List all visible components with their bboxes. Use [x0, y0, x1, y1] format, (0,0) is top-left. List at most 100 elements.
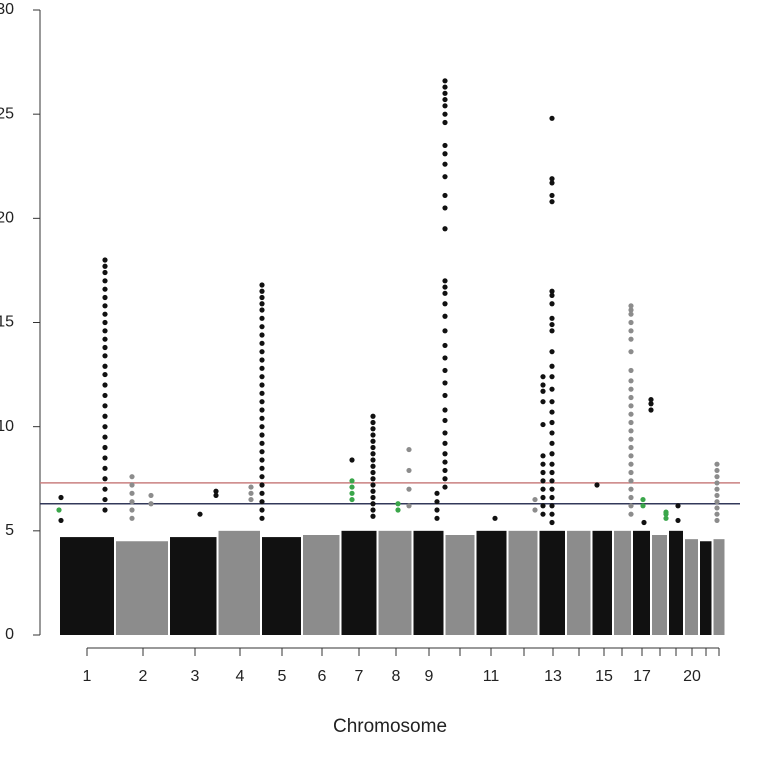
snp-point [259, 282, 265, 288]
snp-point [549, 192, 555, 199]
snp-point [395, 501, 401, 507]
x-tick-label: 8 [392, 668, 401, 685]
snp-point [640, 496, 646, 503]
snp-point [259, 374, 265, 380]
snp-point [102, 344, 108, 351]
y-tick-label: 25 [0, 105, 14, 122]
snp-point [434, 515, 440, 521]
snp-point [129, 482, 135, 488]
snp-point [370, 457, 376, 463]
snp-point [549, 469, 555, 476]
snp-point [370, 432, 376, 438]
snp-point [259, 440, 265, 446]
snp-point [549, 486, 555, 492]
chromosome-bulk [378, 530, 412, 635]
snp-point [148, 492, 154, 499]
snp-point [540, 453, 546, 459]
snp-point [442, 301, 448, 307]
x-tick-label: 7 [355, 668, 364, 685]
y-tick-label: 15 [0, 314, 14, 331]
snp-point [102, 303, 108, 309]
snp-point [259, 457, 265, 463]
snp-point [259, 340, 265, 346]
snp-point [648, 401, 654, 407]
snp-point [442, 355, 448, 361]
snp-point [58, 494, 64, 501]
snp-point [628, 444, 634, 451]
snp-point [628, 367, 634, 374]
snp-point [549, 430, 555, 436]
snp-point [549, 478, 555, 484]
snp-point [102, 392, 108, 399]
chromosome-bulk [592, 530, 612, 635]
snp-point [540, 399, 546, 405]
snp-point [442, 407, 448, 413]
snp-point [406, 446, 412, 453]
snp-point [549, 199, 555, 205]
snp-point [442, 192, 448, 199]
x-axis-label: Chromosome [333, 716, 447, 737]
snp-point [370, 451, 376, 457]
snp-point [442, 119, 448, 126]
snp-point [129, 490, 135, 496]
snp-point [442, 96, 448, 103]
snp-point [442, 161, 448, 167]
snp-point [259, 449, 265, 455]
snp-point [532, 507, 538, 513]
snp-point [102, 336, 108, 342]
snp-point [628, 453, 634, 459]
snp-point [259, 507, 265, 513]
snp-point [540, 486, 546, 492]
snp-point [549, 461, 555, 467]
y-tick-label: 10 [0, 418, 14, 435]
snp-point [628, 307, 634, 313]
snp-point [102, 328, 108, 334]
chromosome-bulk [685, 539, 698, 635]
x-tick-label: 13 [544, 668, 562, 685]
snp-point [102, 371, 108, 378]
snp-point [370, 507, 376, 513]
snp-point [259, 307, 265, 313]
snp-point [540, 388, 546, 394]
snp-point [259, 515, 265, 521]
snp-point [714, 486, 720, 492]
snp-point [540, 382, 546, 388]
snp-point [259, 324, 265, 330]
snp-point [442, 392, 448, 399]
x-tick-label: 2 [139, 668, 148, 685]
snp-point [442, 380, 448, 386]
snp-point [540, 478, 546, 484]
snp-point [370, 419, 376, 426]
snp-point [259, 288, 265, 294]
snp-point [395, 507, 401, 513]
chromosome-bulk [669, 530, 683, 635]
snp-point [549, 288, 555, 294]
snp-point [442, 342, 448, 349]
snp-point [259, 357, 265, 363]
chromosome-bulk [262, 537, 301, 635]
snp-point [102, 496, 108, 503]
snp-point [102, 434, 108, 440]
snp-point [549, 451, 555, 457]
snp-point [370, 438, 376, 444]
snp-point [259, 390, 265, 396]
snp-point [442, 151, 448, 157]
snp-point [259, 399, 265, 405]
snp-point [349, 457, 355, 463]
snp-point [442, 290, 448, 296]
snp-point [628, 486, 634, 492]
snp-point [442, 174, 448, 180]
snp-point [442, 284, 448, 290]
snp-point [102, 465, 108, 471]
snp-point [442, 313, 448, 319]
snp-point [442, 467, 448, 474]
snp-point [370, 482, 376, 488]
snp-point [370, 494, 376, 501]
snp-point [549, 301, 555, 307]
snp-point [102, 403, 108, 409]
x-tick-label: 9 [425, 668, 434, 685]
snp-point [549, 399, 555, 405]
snp-point [148, 501, 154, 507]
snp-point [648, 407, 654, 413]
snp-point [370, 413, 376, 419]
